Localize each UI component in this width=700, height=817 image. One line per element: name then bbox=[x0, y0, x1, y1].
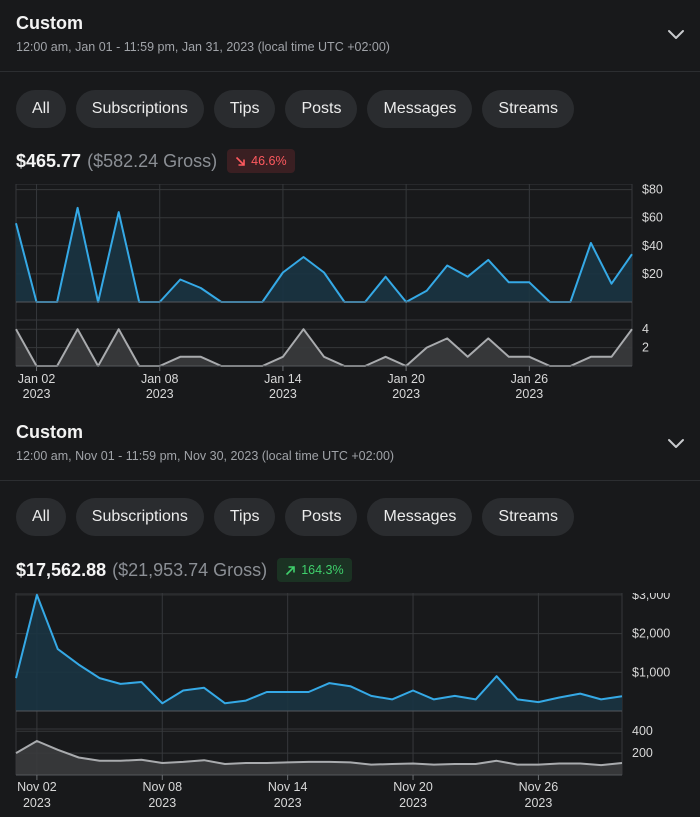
main-y-tick-label: $20 bbox=[642, 267, 663, 281]
net-total: $465.77 bbox=[16, 150, 82, 171]
sub-y-tick-label: 200 bbox=[632, 746, 653, 760]
earnings-summary: $465.77 ($582.24 Gross) 46.6% bbox=[16, 149, 295, 173]
change-badge: 46.6% bbox=[227, 149, 295, 173]
sub-chart: 200 400 bbox=[15, 724, 653, 776]
header-divider bbox=[0, 480, 700, 481]
x-tick-year: 2023 bbox=[146, 387, 174, 401]
arrow-down-right-icon bbox=[236, 156, 245, 166]
x-tick-year: 2023 bbox=[392, 387, 420, 401]
main-series-line bbox=[15, 593, 623, 705]
tab-posts[interactable]: Posts bbox=[285, 90, 358, 128]
main-y-tick-label: $3,000 bbox=[632, 593, 670, 602]
sub-y-tick-label: 400 bbox=[632, 724, 653, 738]
change-percent: 164.3% bbox=[301, 563, 344, 577]
sub-y-tick-label: 2 bbox=[642, 341, 649, 355]
main-series-line bbox=[15, 206, 633, 303]
tab-posts[interactable]: Posts bbox=[285, 498, 358, 536]
x-tick-year: 2023 bbox=[23, 796, 51, 810]
period-title: Custom bbox=[16, 422, 83, 442]
tab-messages[interactable]: Messages bbox=[367, 498, 473, 536]
tab-all[interactable]: All bbox=[16, 90, 66, 128]
sub-series-area bbox=[16, 741, 622, 775]
main-y-tick-label: $80 bbox=[642, 184, 663, 197]
sub-y-tick-label: 4 bbox=[642, 322, 649, 336]
x-tick-year: 2023 bbox=[525, 796, 553, 810]
tab-tips[interactable]: Tips bbox=[213, 498, 276, 536]
chevron-down-icon[interactable] bbox=[666, 436, 686, 450]
earnings-summary: $17,562.88 ($21,953.74 Gross) 164.3% bbox=[16, 558, 352, 582]
x-tick-label: Nov 08 bbox=[142, 780, 182, 794]
tab-all[interactable]: All bbox=[16, 498, 66, 536]
main-y-tick-label: $1,000 bbox=[632, 665, 670, 679]
gross-total: ($582.24 Gross) bbox=[87, 150, 218, 171]
tab-subscriptions[interactable]: Subscriptions bbox=[75, 498, 204, 536]
sub-series-line bbox=[15, 740, 623, 767]
gross-total: ($21,953.74 Gross) bbox=[112, 559, 268, 580]
x-tick-year: 2023 bbox=[399, 796, 427, 810]
x-tick-year: 2023 bbox=[269, 387, 297, 401]
tab-streams[interactable]: Streams bbox=[482, 90, 574, 128]
earnings-chart: $1,000 $2,000 $3,000 200 400 Nov 02 2023 Nov 08… bbox=[15, 593, 670, 810]
main-y-tick-label: $2,000 bbox=[632, 627, 670, 641]
x-tick-label: Jan 14 bbox=[264, 372, 302, 386]
x-tick-label: Nov 02 bbox=[17, 780, 57, 794]
tab-messages[interactable]: Messages bbox=[367, 90, 473, 128]
category-tabs: All Subscriptions Tips Posts Messages St… bbox=[16, 90, 574, 128]
change-badge: 164.3% bbox=[277, 558, 352, 582]
x-tick-year: 2023 bbox=[274, 796, 302, 810]
x-tick-label: Jan 02 bbox=[18, 372, 56, 386]
chevron-down-icon[interactable] bbox=[666, 27, 686, 41]
earnings-panel-november: Custom 12:00 am, Nov 01 - 11:59 pm, Nov … bbox=[0, 409, 700, 817]
tab-streams[interactable]: Streams bbox=[482, 498, 574, 536]
category-tabs: All Subscriptions Tips Posts Messages St… bbox=[16, 498, 574, 536]
x-tick-label: Jan 08 bbox=[141, 372, 179, 386]
net-total: $17,562.88 bbox=[16, 559, 107, 580]
x-axis-labels: Nov 02 2023 Nov 08 2023 Nov 14 2023 Nov 20 2023… bbox=[17, 775, 558, 810]
main-y-tick-label: $60 bbox=[642, 211, 663, 225]
sub-series-area bbox=[16, 329, 632, 366]
header-divider bbox=[0, 71, 700, 72]
x-tick-label: Nov 14 bbox=[268, 780, 308, 794]
tab-tips[interactable]: Tips bbox=[213, 90, 276, 128]
main-y-tick-label: $40 bbox=[642, 239, 663, 253]
x-tick-label: Nov 26 bbox=[519, 780, 559, 794]
arrow-up-right-icon bbox=[286, 565, 295, 575]
x-tick-year: 2023 bbox=[23, 387, 51, 401]
main-series-area bbox=[16, 594, 622, 711]
x-tick-year: 2023 bbox=[515, 387, 543, 401]
tab-subscriptions[interactable]: Subscriptions bbox=[75, 90, 204, 128]
x-tick-label: Nov 20 bbox=[393, 780, 433, 794]
x-tick-label: Jan 26 bbox=[511, 372, 549, 386]
sub-chart: 24 bbox=[15, 319, 649, 367]
period-range: 12:00 am, Nov 01 - 11:59 pm, Nov 30, 202… bbox=[16, 449, 395, 463]
sub-series-line bbox=[15, 328, 633, 367]
earnings-panel-january: Custom 12:00 am, Jan 01 - 11:59 pm, Jan … bbox=[0, 13, 700, 401]
period-range: 12:00 am, Jan 01 - 11:59 pm, Jan 31, 202… bbox=[16, 40, 390, 54]
period-title: Custom bbox=[16, 13, 83, 33]
change-percent: 46.6% bbox=[251, 154, 287, 168]
x-tick-year: 2023 bbox=[148, 796, 176, 810]
main-chart: $1,000 $2,000 $3,000 bbox=[15, 593, 670, 712]
main-series-area bbox=[16, 207, 632, 302]
x-tick-label: Jan 20 bbox=[387, 372, 425, 386]
main-chart: $20 $40 $60 $80 bbox=[15, 184, 663, 303]
